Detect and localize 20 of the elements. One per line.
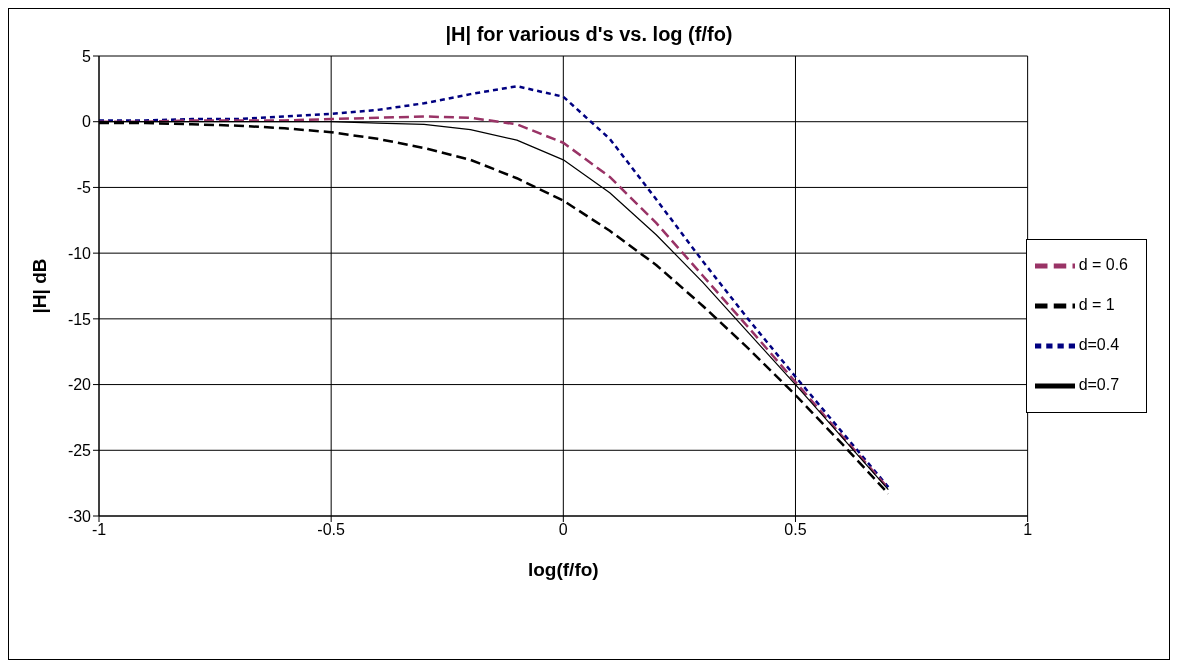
x-axis-title: log(f/fo) bbox=[527, 559, 599, 580]
y-tick-label: -5 bbox=[76, 179, 92, 197]
y-tick-label: 5 bbox=[82, 47, 92, 65]
x-tick-label: 0.5 bbox=[784, 521, 807, 539]
legend-label: d = 1 bbox=[1078, 296, 1115, 314]
x-tick-label: 0 bbox=[558, 521, 568, 539]
legend-label: d=0.7 bbox=[1078, 376, 1120, 394]
y-tick-label: -20 bbox=[67, 376, 92, 394]
legend-label: d = 0.6 bbox=[1078, 256, 1128, 274]
y-tick-label: -15 bbox=[67, 310, 92, 328]
x-tick-label: 1 bbox=[1023, 521, 1033, 539]
y-tick-label: -10 bbox=[67, 244, 92, 262]
x-tick-label: -0.5 bbox=[317, 521, 346, 539]
legend-label: d=0.4 bbox=[1078, 336, 1120, 354]
y-tick-label: -25 bbox=[67, 441, 92, 459]
x-tick-label: -1 bbox=[91, 521, 107, 539]
y-tick-label: 0 bbox=[82, 113, 92, 131]
y-axis-title: |H| dB bbox=[28, 258, 50, 314]
chart-title: |H| for various d's vs. log (f/fo) bbox=[444, 23, 734, 46]
y-tick-label: -30 bbox=[67, 507, 92, 525]
